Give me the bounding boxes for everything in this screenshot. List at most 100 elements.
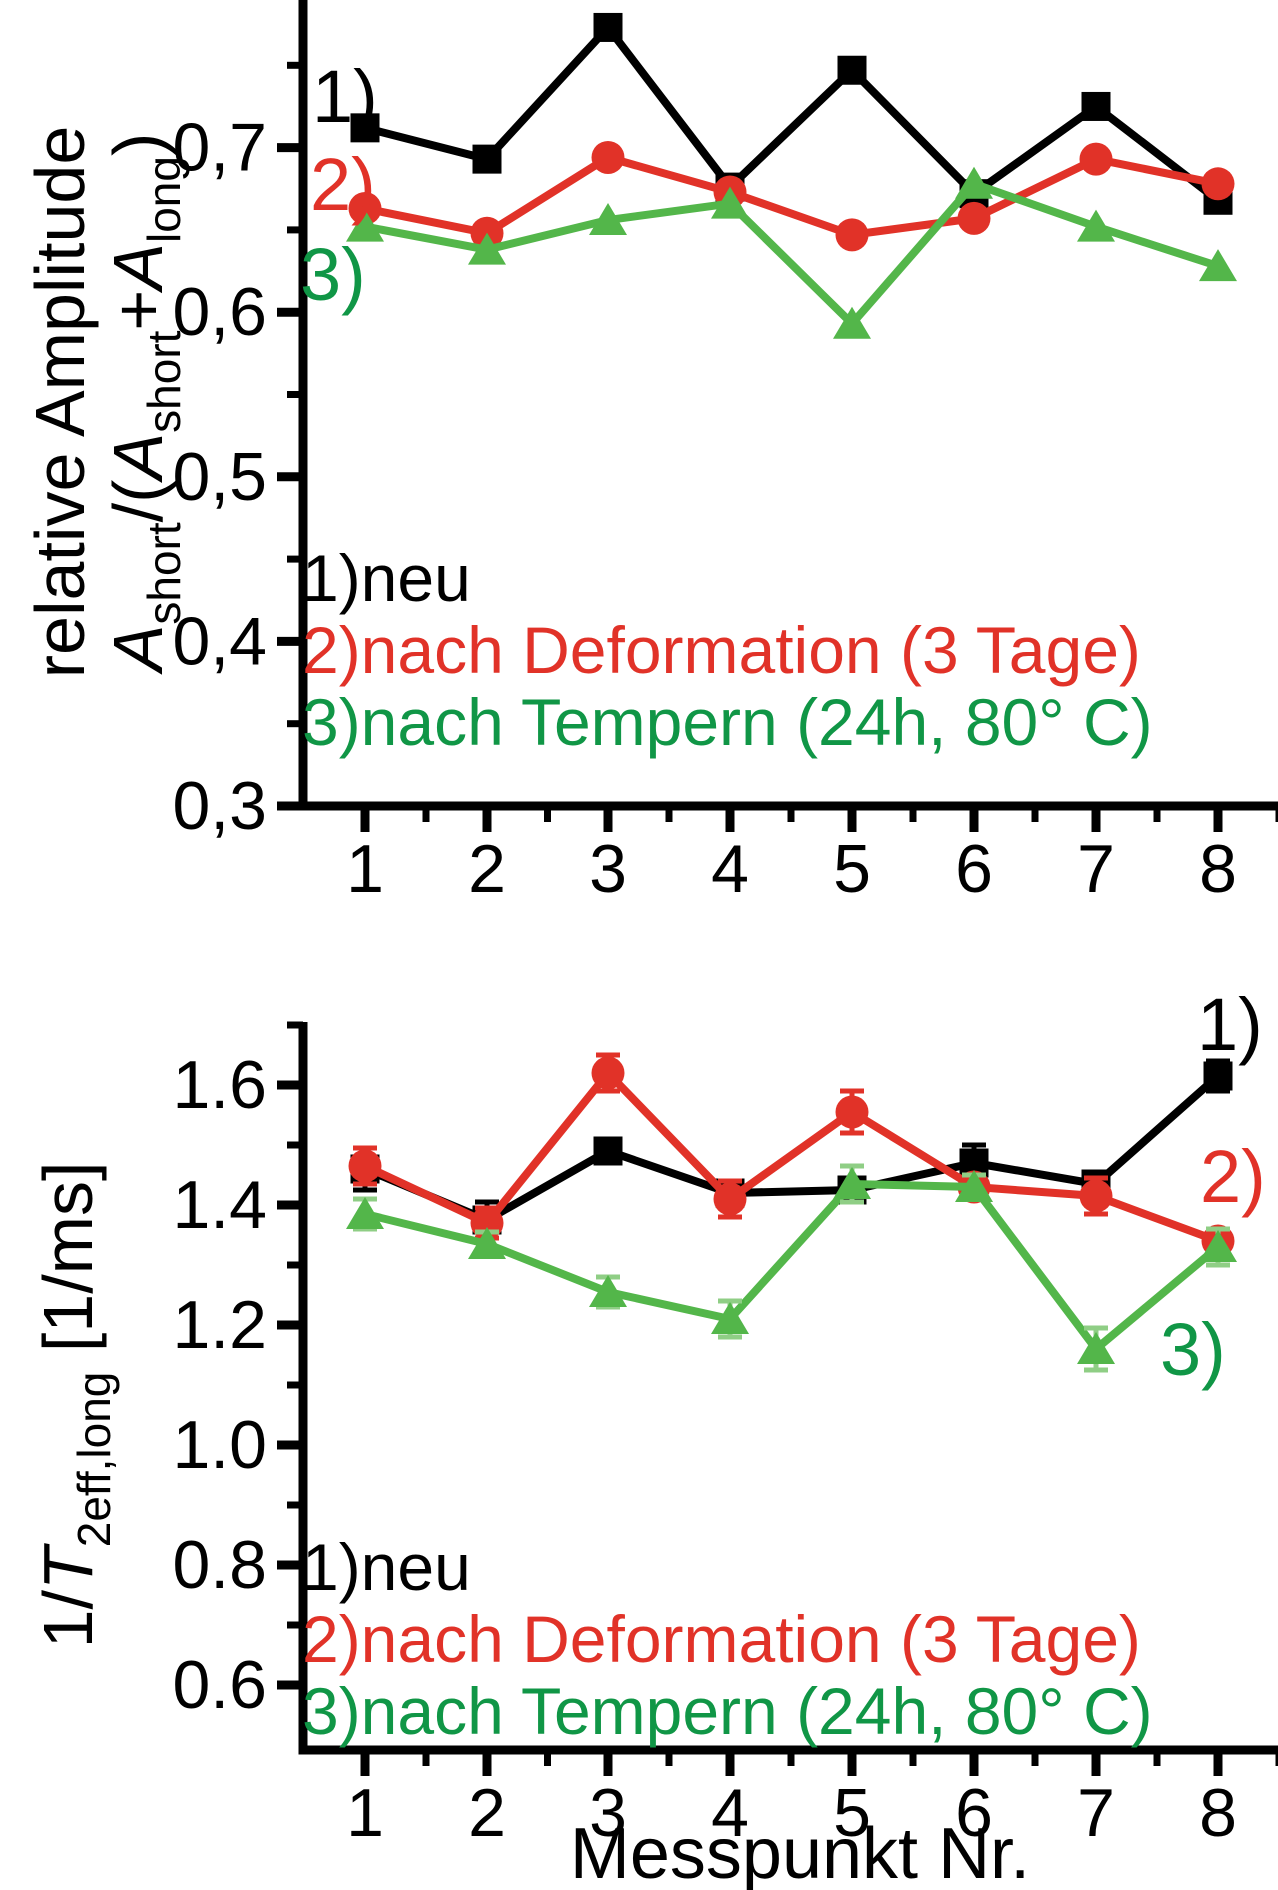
data-point-square xyxy=(1203,1061,1233,1091)
legend-entry: 3)nach Tempern (24h, 80° C) xyxy=(302,1674,1153,1748)
y-axis-title-line1: relative Amplitude xyxy=(21,126,99,679)
y-axis-title-line2-segment: A xyxy=(99,625,177,676)
y-tick-label: 1.2 xyxy=(172,1287,267,1363)
x-tick-label: 8 xyxy=(1199,1775,1237,1851)
series-line xyxy=(364,153,1219,239)
y-tick-label: 0,3 xyxy=(172,768,267,844)
x-tick-label: 6 xyxy=(955,831,993,907)
y-tick-label: 0.6 xyxy=(172,1647,267,1723)
data-point-square xyxy=(1081,91,1111,121)
legend-entry: 2)nach Deformation (3 Tage) xyxy=(302,613,1141,687)
series-2 xyxy=(348,1052,1235,1258)
series-callout-label: 2) xyxy=(1200,1135,1266,1218)
x-tick-label: 7 xyxy=(1077,1775,1115,1851)
y-tick-label: 0,4 xyxy=(172,603,267,679)
data-point-circle xyxy=(1201,167,1235,201)
series-2 xyxy=(348,140,1235,252)
top-chart: 0,7 0,6 0,5 0,4 0,3 1 2 3 4 5 6 7 8 relative Amplitud… xyxy=(21,0,1278,907)
data-point-triangle xyxy=(468,1227,506,1259)
series-callout-label: 3) xyxy=(1160,1308,1226,1391)
series-line xyxy=(364,179,1220,330)
y-axis-title-line2-segment: ) xyxy=(99,133,177,156)
x-tick-label: 2 xyxy=(468,1775,506,1851)
data-point-triangle xyxy=(955,1170,993,1202)
x-tick-label: 1 xyxy=(346,1775,384,1851)
data-point-triangle xyxy=(711,186,749,219)
series-callout-label: 1) xyxy=(1197,983,1263,1066)
y-axis-title: 1/T2eff,long [1/ms] xyxy=(29,1162,120,1649)
legend-entry: 3)nach Tempern (24h, 80° C) xyxy=(302,685,1153,759)
x-tick-label: 1 xyxy=(346,831,384,907)
y-tick-label: 0.8 xyxy=(172,1527,267,1603)
data-point-circle xyxy=(957,201,991,235)
x-tick-label: 3 xyxy=(589,831,627,907)
series-3 xyxy=(346,1163,1237,1373)
y-axis-title-line2-segment: long xyxy=(138,156,190,243)
series-callout-label: 3) xyxy=(300,233,366,316)
x-tick-label: 5 xyxy=(833,1775,871,1851)
data-point-square xyxy=(350,113,380,143)
y-tick-label: 1.0 xyxy=(172,1407,267,1483)
data-point-triangle xyxy=(346,1197,384,1229)
data-point-circle xyxy=(591,1056,625,1090)
x-tick-label: 4 xyxy=(711,1775,749,1851)
x-tick-label: 3 xyxy=(589,1775,627,1851)
y-tick-label: 1.4 xyxy=(172,1167,267,1243)
series-line xyxy=(364,1179,1221,1355)
series-line xyxy=(363,1073,1221,1225)
y-axis-title-line2-segment: A xyxy=(99,243,177,294)
series-callout-label: 2) xyxy=(310,143,376,226)
data-point-circle xyxy=(1079,1179,1113,1213)
series-3 xyxy=(346,166,1237,339)
series-1 xyxy=(350,12,1233,215)
y-axis-title-segment: [1/ms] xyxy=(29,1162,107,1372)
data-point-square xyxy=(593,1136,623,1166)
data-point-circle xyxy=(835,1095,869,1129)
x-tick-label: 7 xyxy=(1077,831,1115,907)
y-axis-title-line2: Ashort/(Ashort+Along) xyxy=(99,133,190,676)
y-axis-title-segment: T xyxy=(29,1543,107,1590)
data-point-circle xyxy=(348,1149,382,1183)
data-point-triangle xyxy=(1199,1230,1237,1262)
series-callout-label: 1) xyxy=(312,55,378,138)
data-point-triangle xyxy=(346,209,384,242)
data-point-circle xyxy=(348,192,382,226)
x-tick-label: 5 xyxy=(833,831,871,907)
y-axis-title-line2-segment: A xyxy=(99,433,177,484)
y-axis-title-segment: 2eff,long xyxy=(68,1372,120,1548)
legend-entry: 2)nach Deformation (3 Tage) xyxy=(302,1602,1141,1676)
series-line xyxy=(363,1066,1220,1245)
y-axis-title-line2-segment: short xyxy=(138,330,190,432)
data-point-triangle xyxy=(468,232,506,265)
y-tick-label: 1.6 xyxy=(172,1047,267,1123)
y-tick-label: 0,5 xyxy=(172,439,267,515)
y-axis-title-segment: 1/ xyxy=(29,1589,107,1648)
legend-entry: 1)neu xyxy=(302,1530,471,1604)
data-point-triangle xyxy=(589,203,627,236)
x-axis-title: Messpunkt Nr. xyxy=(570,1814,1030,1890)
data-point-circle xyxy=(713,1182,747,1216)
bottom-chart: 1.6 1.4 1.2 1.0 0.8 0.6 1 2 3 4 5 6 7 8 Messpunkt Nr. 1… xyxy=(29,983,1278,1890)
legend-entry: 1)neu xyxy=(302,541,471,615)
data-point-circle xyxy=(591,140,625,174)
y-tick-label: 0,6 xyxy=(172,274,267,350)
y-axis-title-line2-segment: /( xyxy=(99,480,177,523)
data-point-square xyxy=(593,12,623,42)
y-axis-title-line2-segment: short xyxy=(138,522,190,624)
x-tick-label: 8 xyxy=(1199,831,1237,907)
data-point-triangle xyxy=(1077,209,1115,242)
data-point-triangle xyxy=(833,306,871,339)
data-point-square xyxy=(837,55,867,85)
data-point-triangle xyxy=(589,1275,627,1307)
data-point-square xyxy=(472,144,502,174)
data-point-triangle xyxy=(833,1167,871,1199)
x-tick-label: 2 xyxy=(468,831,506,907)
series-line xyxy=(364,21,1221,204)
data-point-triangle xyxy=(1077,1332,1115,1364)
data-point-circle xyxy=(835,218,869,252)
data-point-circle xyxy=(1079,142,1113,176)
data-point-triangle xyxy=(1199,249,1237,282)
data-point-triangle xyxy=(711,1302,749,1334)
data-point-triangle xyxy=(955,166,993,199)
